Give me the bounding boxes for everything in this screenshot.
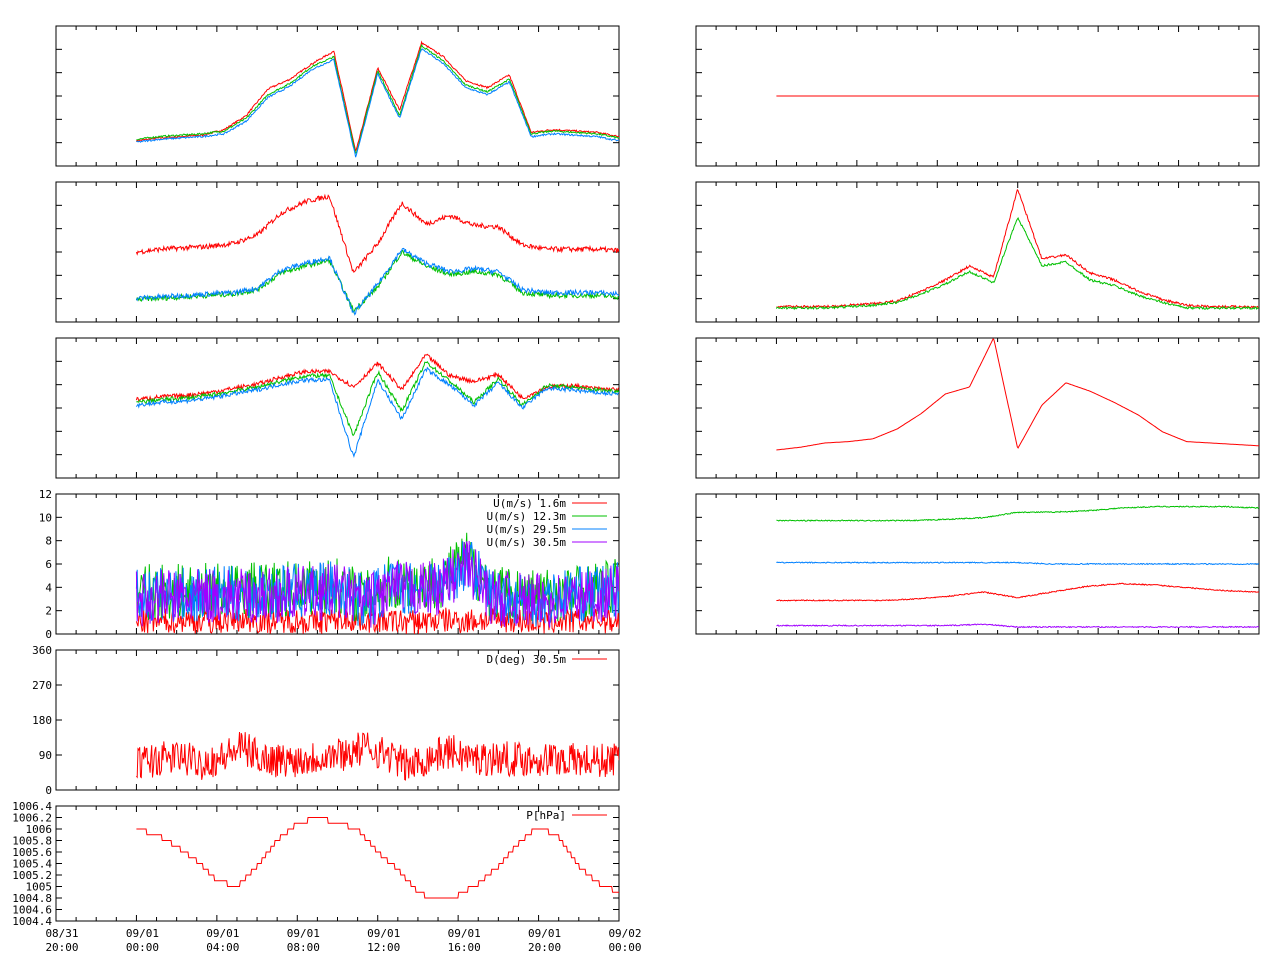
legend-entry-left-4-3: U(m/s) 30.5m bbox=[487, 536, 567, 549]
series-line-left-5-0 bbox=[135, 731, 619, 781]
x-tick-label-date: 09/02 bbox=[608, 927, 641, 940]
y-tick-label: 1006 bbox=[26, 823, 53, 836]
chart-panel-left-6: 1004.41004.61004.810051005.21005.41005.6… bbox=[12, 800, 620, 928]
chart-panel-left-4: 0 2 4 6 8 10 12 U(m/s) 1.6mU(m/s) 12.3mU(m/s) 2… bbox=[39, 488, 620, 641]
y-tick-label: 1004.4 bbox=[12, 915, 52, 928]
y-tick-label: 6 bbox=[45, 558, 52, 571]
y-tick-label: 180 bbox=[32, 714, 52, 727]
y-tick-label: 4 bbox=[45, 581, 52, 594]
series-line-right-2-0 bbox=[776, 188, 1259, 309]
y-tick-label: 1005.4 bbox=[12, 858, 52, 871]
plot-frame bbox=[55, 25, 620, 167]
legend-entry-left-5-0: D(deg) 30.5m bbox=[487, 653, 567, 666]
x-tick-label-time: 00:00 bbox=[608, 941, 641, 954]
x-tick-label-time: 20:00 bbox=[528, 941, 561, 954]
series-line-left-4-3 bbox=[135, 540, 619, 628]
y-tick-label: 270 bbox=[32, 679, 52, 692]
plot-frame bbox=[695, 337, 1260, 479]
x-tick-label-date: 09/01 bbox=[367, 927, 400, 940]
series-line-right-4-3 bbox=[776, 623, 1259, 629]
x-tick-label-date: 09/01 bbox=[126, 927, 159, 940]
y-tick-label: 1005 bbox=[26, 881, 53, 894]
legend-entry-left-4-2: U(m/s) 29.5m bbox=[487, 523, 567, 536]
x-tick-label-time: 12:00 bbox=[367, 941, 400, 954]
y-tick-label: 0 bbox=[45, 784, 52, 797]
series-line-left-2-1 bbox=[135, 249, 619, 314]
series-line-right-3-0 bbox=[776, 338, 1259, 451]
y-tick-label: 360 bbox=[32, 644, 52, 657]
chart-panel-left-1 bbox=[55, 25, 620, 167]
series-line-right-4-0 bbox=[776, 505, 1259, 522]
series-line-right-4-1 bbox=[776, 561, 1259, 566]
series-line-left-1-1 bbox=[136, 43, 619, 154]
x-tick-label-time: 00:00 bbox=[126, 941, 159, 954]
x-tick-label-time: 04:00 bbox=[206, 941, 239, 954]
y-tick-label: 12 bbox=[39, 488, 52, 501]
series-line-right-4-2 bbox=[776, 582, 1259, 602]
chart-panel-right-4 bbox=[695, 493, 1260, 635]
x-tick-label-date: 09/01 bbox=[528, 927, 561, 940]
y-tick-label: 1005.2 bbox=[12, 869, 52, 882]
x-tick-label-date: 09/01 bbox=[287, 927, 320, 940]
x-tick-label-time: 08:00 bbox=[287, 941, 320, 954]
series-line-right-2-1 bbox=[775, 217, 1259, 311]
y-tick-label: 1004.6 bbox=[12, 904, 52, 917]
legend-entry-left-6-0: P[hPa] bbox=[526, 809, 566, 822]
chart-panel-right-2 bbox=[695, 181, 1260, 323]
y-tick-label: 1005.8 bbox=[12, 835, 52, 848]
chart-panel-left-3 bbox=[55, 337, 620, 479]
x-tick-label-time: 20:00 bbox=[45, 941, 78, 954]
y-tick-label: 1006.2 bbox=[12, 812, 52, 825]
chart-panel-right-3 bbox=[695, 337, 1260, 479]
y-tick-label: 1004.8 bbox=[12, 892, 52, 905]
series-line-left-1-0 bbox=[135, 40, 619, 153]
series-line-left-1-2 bbox=[136, 48, 619, 158]
y-tick-label: 2 bbox=[45, 605, 52, 618]
series-line-left-2-0 bbox=[135, 193, 619, 273]
series-line-left-3-1 bbox=[136, 361, 619, 437]
series-line-left-2-2 bbox=[135, 247, 619, 316]
legend-entry-left-4-0: U(m/s) 1.6m bbox=[493, 497, 566, 510]
series-line-left-6-0 bbox=[136, 817, 619, 899]
x-axis-labels: 08/3120:0009/0100:0009/0104:0009/0108:00… bbox=[45, 927, 641, 954]
y-tick-label: 90 bbox=[39, 749, 52, 762]
series-line-left-3-0 bbox=[135, 353, 619, 403]
x-tick-label-time: 16:00 bbox=[448, 941, 481, 954]
y-tick-label: 10 bbox=[39, 511, 52, 524]
y-tick-label: 8 bbox=[45, 535, 52, 548]
series-line-left-3-2 bbox=[135, 366, 619, 459]
x-tick-label-date: 08/31 bbox=[45, 927, 78, 940]
plot-frame bbox=[695, 181, 1260, 323]
chart-panel-right-1 bbox=[695, 25, 1260, 167]
y-tick-label: 1005.6 bbox=[12, 846, 52, 859]
legend-entry-left-4-1: U(m/s) 12.3m bbox=[487, 510, 567, 523]
y-tick-label: 0 bbox=[45, 628, 52, 641]
chart-panel-left-5: 0 90 180 270 360 D(deg) 30.5m bbox=[32, 644, 620, 797]
plot-frame bbox=[55, 337, 620, 479]
y-tick-label: 1006.4 bbox=[12, 800, 52, 813]
chart-panel-left-2 bbox=[55, 181, 620, 323]
x-tick-label-date: 09/01 bbox=[206, 927, 239, 940]
x-tick-label-date: 09/01 bbox=[448, 927, 481, 940]
